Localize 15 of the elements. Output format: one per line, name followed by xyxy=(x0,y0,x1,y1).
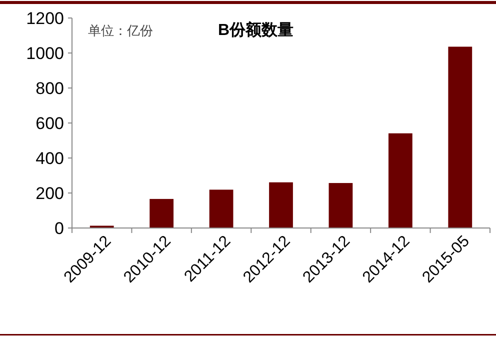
bar xyxy=(269,182,293,228)
bar xyxy=(388,133,412,228)
y-tick-label: 600 xyxy=(36,114,64,133)
bar xyxy=(209,190,234,228)
chart-title: B份额数量 xyxy=(218,21,294,39)
y-tick-label: 1000 xyxy=(26,44,64,63)
bar xyxy=(448,46,472,228)
y-tick-label: 0 xyxy=(54,218,64,238)
y-tick-label: 200 xyxy=(36,184,64,203)
bar xyxy=(328,183,353,228)
annotation: 单位：亿份 xyxy=(88,23,153,38)
y-tick-label: 400 xyxy=(36,148,64,168)
y-tick-label: 800 xyxy=(36,78,64,98)
y-tick-label: 1200 xyxy=(26,8,64,28)
bar xyxy=(150,198,174,228)
